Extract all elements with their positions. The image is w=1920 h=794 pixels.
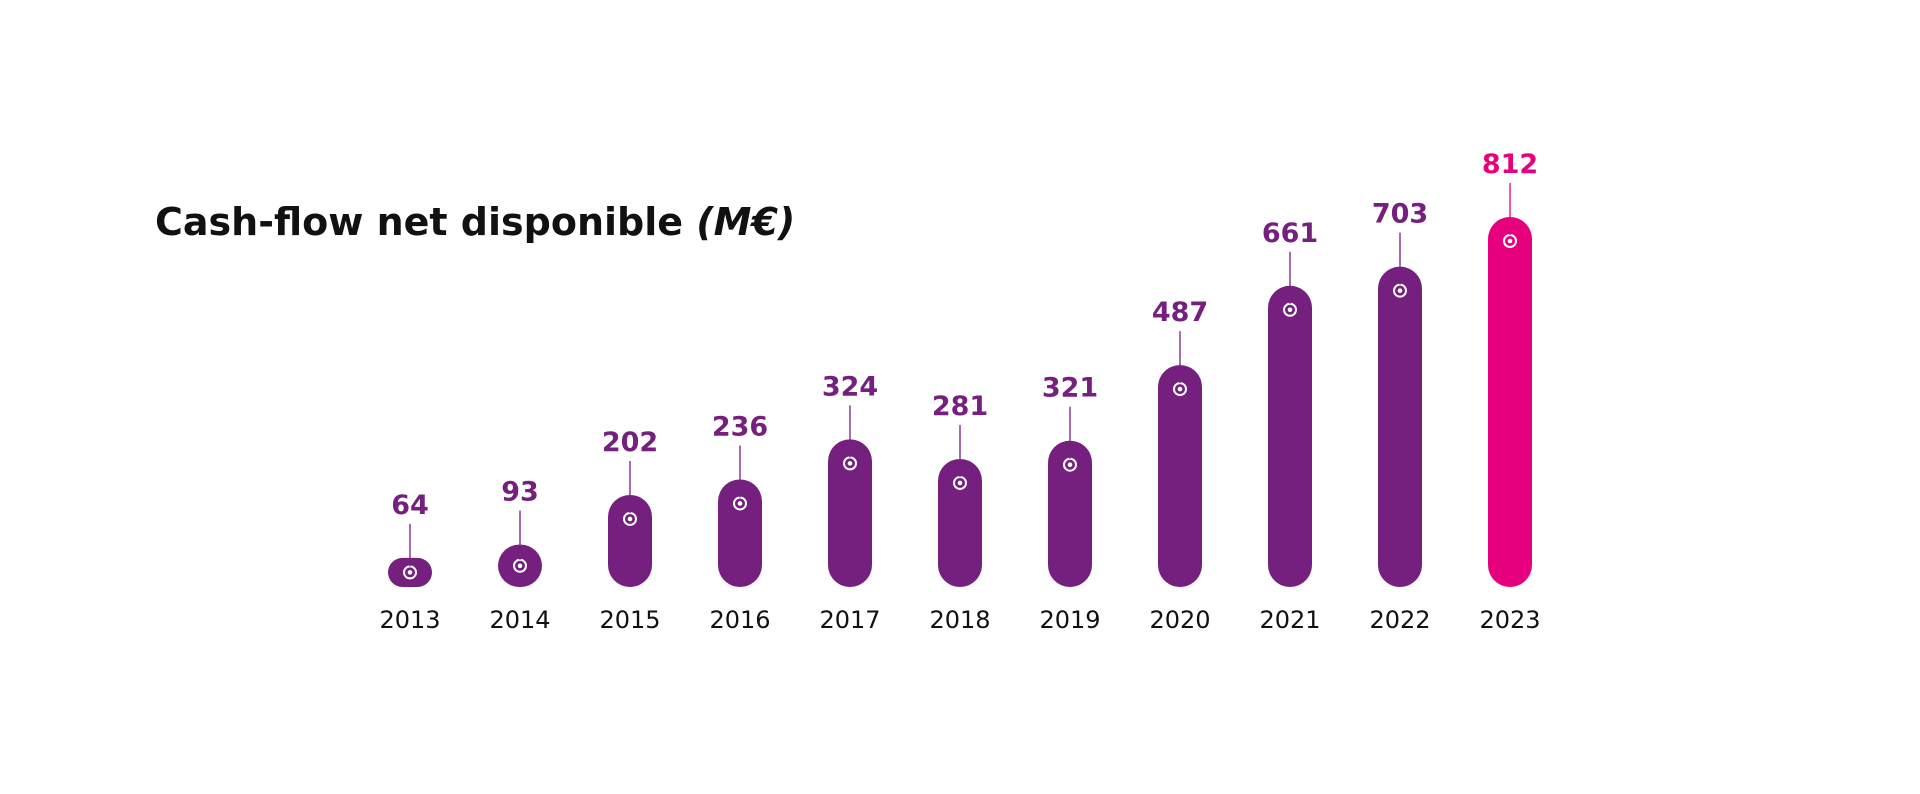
bar-marker-dot-2021	[1287, 307, 1293, 313]
value-label-2023: 812	[1482, 149, 1538, 180]
value-label-2022: 703	[1372, 199, 1428, 230]
chart-title: Cash-flow net disponible (M€)	[155, 200, 795, 244]
bar-2015	[608, 494, 652, 587]
bar-group-2014	[498, 510, 542, 587]
year-label-2017: 2017	[819, 606, 880, 634]
bar-marker-dot-2014	[517, 563, 523, 569]
bar-marker-dot-2022	[1397, 288, 1403, 293]
bar-marker-dot-2023	[1507, 238, 1513, 244]
bar-2019	[1048, 440, 1092, 587]
bar-2017	[828, 439, 872, 587]
bar-group-2017	[828, 405, 872, 587]
value-label-2015: 202	[602, 427, 658, 458]
value-label-2020: 487	[1152, 297, 1208, 328]
bar-group-2015	[608, 460, 652, 587]
bar-group-2016	[718, 445, 762, 587]
bar-marker-dot-2013	[407, 570, 413, 575]
value-label-2013: 64	[391, 490, 429, 521]
year-label-2015: 2015	[599, 606, 660, 634]
chart-title-text: Cash-flow net disponible	[155, 200, 684, 244]
value-label-2021: 661	[1262, 218, 1318, 249]
bar-group-2021	[1268, 251, 1312, 587]
bar-2020	[1158, 365, 1202, 587]
value-label-2014: 93	[501, 477, 539, 508]
year-label-2021: 2021	[1259, 606, 1320, 634]
year-label-2013: 2013	[379, 606, 440, 634]
year-label-2014: 2014	[489, 606, 550, 634]
bar-group-2022	[1378, 232, 1422, 587]
bar-2023	[1488, 217, 1532, 587]
bar-2022	[1378, 266, 1422, 587]
bar-group-2019	[1048, 406, 1092, 587]
bar-marker-dot-2019	[1067, 462, 1073, 468]
year-label-2019: 2019	[1039, 606, 1100, 634]
bar-marker-dot-2016	[737, 501, 743, 506]
value-label-2016: 236	[712, 411, 768, 442]
bar-marker-dot-2017	[847, 461, 853, 466]
year-label-2023: 2023	[1479, 606, 1540, 634]
labels-group: 64 2013 93 2014 202 2015 236 2016 324 2017 281 2018…	[379, 149, 1540, 634]
year-label-2016: 2016	[709, 606, 770, 634]
bars-group	[388, 183, 1532, 587]
bar-group-2020	[1158, 331, 1202, 587]
chart-title-unit: (M€)	[696, 200, 796, 244]
year-label-2022: 2022	[1369, 606, 1430, 634]
bar-marker-dot-2015	[627, 516, 633, 522]
bar-group-2018	[938, 424, 982, 587]
bar-2018	[938, 458, 982, 587]
bar-group-2013	[388, 523, 432, 587]
bar-2021	[1268, 285, 1312, 587]
bar-group-2023	[1488, 183, 1532, 587]
value-label-2019: 321	[1042, 373, 1098, 404]
bar-2016	[718, 479, 762, 587]
year-label-2020: 2020	[1149, 606, 1210, 634]
year-label-2018: 2018	[929, 606, 990, 634]
value-label-2018: 281	[932, 391, 988, 422]
bar-marker-dot-2020	[1177, 386, 1183, 392]
bar-marker-dot-2018	[957, 480, 963, 486]
value-label-2017: 324	[822, 371, 878, 402]
